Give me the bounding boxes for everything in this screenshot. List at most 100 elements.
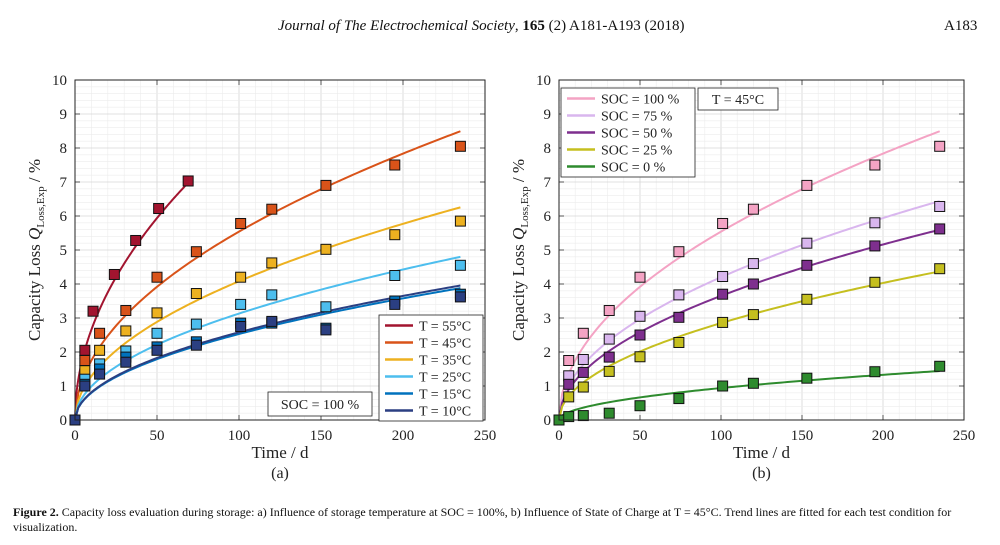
condition-annotation: T = 45°C	[712, 93, 764, 108]
legend-entry: SOC = 50 %	[601, 127, 673, 142]
data-point	[934, 140, 946, 152]
data-point	[673, 246, 685, 258]
data-point	[673, 289, 685, 301]
data-point	[869, 217, 881, 229]
data-point	[869, 276, 881, 288]
data-point	[577, 353, 589, 365]
data-point	[634, 400, 646, 412]
data-point	[603, 365, 615, 377]
x-axis-label: Time / d	[251, 443, 309, 462]
data-point	[747, 203, 759, 215]
data-point	[108, 268, 120, 280]
y-tick-label: 6	[544, 209, 552, 225]
panel-label: (a)	[271, 465, 289, 482]
data-point	[801, 237, 813, 249]
x-tick-label: 150	[310, 428, 333, 444]
x-tick-label: 250	[953, 428, 976, 444]
y-tick-label: 2	[544, 345, 552, 361]
data-point	[717, 271, 729, 283]
legend-entry: SOC = 100 %	[601, 93, 680, 108]
condition-annotation: SOC = 100 %	[281, 398, 360, 413]
x-axis-label: Time / d	[733, 443, 791, 462]
y-tick-label: 9	[60, 107, 68, 123]
data-point	[389, 298, 401, 310]
data-point	[717, 217, 729, 229]
data-point	[320, 179, 332, 191]
condition-annotation-box	[697, 87, 779, 111]
data-point	[151, 271, 163, 283]
y-tick-label: 1	[60, 379, 68, 395]
trend-line	[558, 130, 941, 421]
trend-line	[74, 182, 189, 421]
data-point	[673, 311, 685, 323]
legend-box	[378, 314, 484, 422]
data-point	[673, 336, 685, 348]
y-tick-label: 10	[536, 73, 551, 89]
y-tick-label: 6	[60, 209, 68, 225]
data-point	[389, 229, 401, 241]
x-tick-label: 0	[555, 428, 563, 444]
data-point	[801, 259, 813, 271]
data-point	[603, 407, 615, 419]
data-point	[190, 246, 202, 258]
data-point	[454, 140, 466, 152]
data-point	[454, 291, 466, 303]
x-tick-label: 0	[71, 428, 79, 444]
data-point	[120, 356, 132, 368]
data-point	[563, 411, 575, 423]
legend-entry: SOC = 75 %	[601, 110, 673, 125]
y-tick-label: 5	[544, 243, 552, 259]
data-point	[934, 360, 946, 372]
y-axis-label: Capacity Loss QLoss,Exp / %	[25, 159, 47, 341]
data-point	[717, 288, 729, 300]
data-point	[389, 270, 401, 281]
data-point	[747, 278, 759, 290]
data-point	[94, 368, 106, 380]
y-tick-label: 9	[544, 107, 552, 123]
y-axis-label: Capacity Loss QLoss,Exp / %	[509, 159, 531, 341]
journal-volume: 165	[522, 18, 545, 34]
y-tick-label: 3	[544, 311, 552, 327]
x-tick-label: 250	[474, 428, 497, 444]
panel-b-chart: 0 50 100 150 200 250 0 1 2 3 4 5 6 7 8 9 10 SOC = 100 % SO…	[509, 73, 975, 482]
data-point	[577, 366, 589, 378]
condition-annotation-box	[267, 391, 373, 417]
data-point	[130, 234, 142, 246]
data-point	[634, 329, 646, 341]
data-point	[634, 351, 646, 363]
data-point	[563, 378, 575, 390]
data-point	[747, 377, 759, 389]
trend-line	[74, 130, 461, 421]
data-point	[577, 327, 589, 339]
data-point	[673, 393, 685, 405]
x-tick-label: 200	[872, 428, 895, 444]
data-point	[79, 355, 91, 366]
plot-frame	[558, 79, 965, 421]
x-tick-label: 50	[633, 428, 648, 444]
data-point	[747, 309, 759, 321]
legend-entry: T = 45°C	[419, 337, 471, 352]
y-tick-label: 4	[544, 277, 552, 293]
y-tick-label: 0	[544, 413, 552, 429]
data-point	[266, 315, 278, 327]
panel-label: (b)	[752, 465, 771, 482]
data-point	[151, 327, 163, 339]
figure-caption: Figure 2. Capacity loss evaluation durin…	[13, 505, 988, 535]
data-point	[634, 271, 646, 283]
y-tick-label: 8	[60, 141, 68, 157]
data-point	[266, 203, 278, 215]
data-point	[869, 159, 881, 171]
legend-entry: T = 15°C	[419, 388, 471, 403]
data-point	[79, 380, 91, 392]
data-point	[934, 263, 946, 275]
data-point	[190, 339, 202, 351]
legend-entry: SOC = 0 %	[601, 161, 666, 176]
y-tick-label: 0	[60, 413, 68, 429]
trend-line	[74, 206, 461, 421]
journal-name: Journal of The Electrochemical Society	[278, 18, 515, 34]
data-point	[801, 293, 813, 305]
data-point	[320, 301, 332, 313]
journal-issue-pages: (2) A181-A193 (2018)	[548, 18, 685, 34]
y-tick-label: 1	[544, 379, 552, 395]
